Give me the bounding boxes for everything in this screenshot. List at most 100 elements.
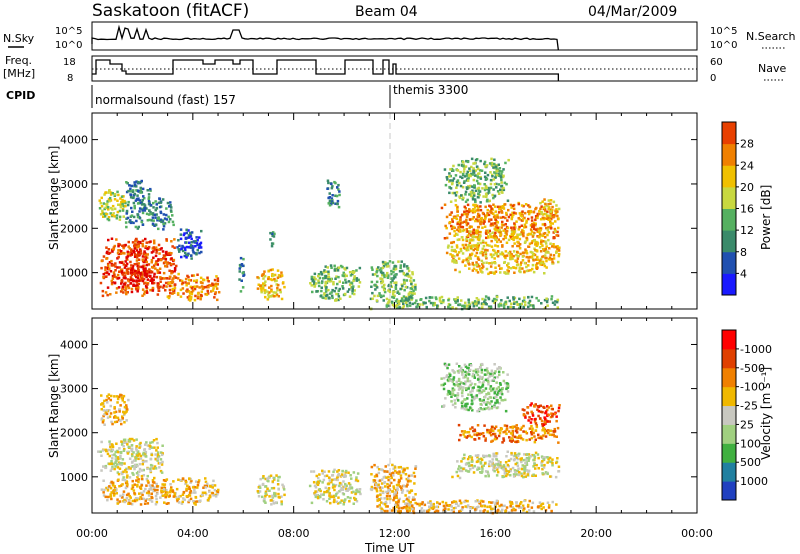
echo-cell [454, 204, 458, 207]
echo-cell [144, 259, 147, 262]
echo-cell [471, 196, 475, 199]
echo-cell [211, 483, 214, 487]
echo-cell [498, 205, 502, 209]
echo-cell [317, 273, 321, 276]
echo-cell [170, 284, 173, 287]
echo-cell [461, 252, 465, 255]
echo-cell [163, 222, 167, 225]
echo-cell [472, 471, 476, 474]
echo-cell [107, 191, 110, 194]
echo-cell [391, 295, 394, 299]
echo-cell [140, 207, 143, 211]
echo-cell [494, 395, 497, 399]
echo-cell [179, 228, 183, 231]
echo-cell [137, 258, 141, 261]
echo-cell [122, 449, 126, 452]
echo-cell [131, 189, 135, 192]
echo-cell [384, 485, 387, 488]
echo-cell [317, 284, 321, 288]
echo-cell [481, 389, 484, 392]
echo-cell [143, 292, 146, 296]
echo-cell [144, 237, 147, 241]
echo-cell [264, 490, 268, 493]
echo-cell [484, 474, 487, 478]
echo-cell [455, 362, 459, 365]
echo-cell [143, 448, 147, 451]
echo-cell [114, 455, 118, 458]
echo-cell [216, 493, 219, 496]
echo-cell [383, 475, 387, 479]
echo-cell [119, 252, 123, 255]
echo-cell [530, 225, 534, 228]
echo-cell [456, 179, 460, 182]
echo-cell [475, 302, 478, 305]
echo-cell [138, 497, 141, 501]
echo-cell [545, 300, 549, 304]
echo-cell [170, 240, 173, 243]
echo-cell [391, 490, 394, 493]
echo-cell [505, 432, 508, 436]
echo-cell [545, 297, 548, 300]
echo-cell [487, 406, 490, 409]
echo-cell [485, 177, 489, 181]
echo-cell [507, 266, 510, 269]
echo-cell [142, 267, 145, 271]
echo-cell [173, 275, 176, 278]
echo-cell [196, 296, 200, 300]
echo-cell [139, 240, 142, 244]
echo-cell [463, 456, 466, 460]
echo-cell [412, 509, 415, 513]
echo-cell [102, 465, 105, 468]
echo-cell [473, 206, 477, 209]
echo-cell [410, 298, 413, 301]
echo-cell [496, 502, 499, 505]
echo-cell [489, 396, 493, 399]
echo-cell [485, 403, 488, 406]
echo-cell [448, 392, 452, 395]
echo-cell [511, 502, 514, 505]
echo-cell [453, 191, 456, 195]
echo-cell [168, 262, 171, 265]
echo-cell [405, 295, 408, 299]
echo-cell [471, 395, 474, 399]
echo-cell [377, 498, 381, 501]
echo-cell [352, 285, 355, 288]
echo-cell [477, 189, 481, 192]
echo-cell [475, 394, 479, 397]
echo-cell [494, 435, 497, 438]
echo-cell [466, 230, 470, 233]
echo-cell [485, 257, 488, 260]
echo-cell [490, 425, 494, 429]
echo-cell [491, 261, 494, 265]
echo-cell [384, 465, 387, 468]
echo-cell [488, 244, 491, 247]
echo-cell [411, 507, 414, 511]
echo-cell [521, 438, 525, 441]
echo-cell [155, 203, 158, 206]
echo-cell [459, 216, 462, 219]
echo-cell [386, 492, 389, 495]
echo-cell [137, 225, 140, 229]
echo-cell [346, 489, 349, 492]
echo-cell [127, 499, 131, 502]
echo-cell [458, 303, 462, 306]
echo-cell [407, 298, 411, 301]
echo-cell [419, 502, 422, 506]
echo-cell [330, 266, 333, 269]
echo-cell [482, 218, 486, 222]
echo-cell [488, 218, 491, 221]
echo-cell [483, 225, 487, 228]
echo-cell [467, 262, 470, 265]
echo-cell [386, 497, 389, 501]
echo-cell [334, 494, 337, 497]
echo-cell [266, 477, 270, 481]
echo-cell [125, 257, 128, 261]
echo-cell [479, 201, 482, 204]
echo-cell [458, 369, 461, 372]
echo-cell [331, 201, 335, 205]
echo-cell [551, 208, 554, 212]
echo-cell [147, 245, 151, 249]
echo-cell [478, 432, 481, 436]
echo-cell [141, 279, 145, 283]
echo-cell [107, 208, 110, 211]
